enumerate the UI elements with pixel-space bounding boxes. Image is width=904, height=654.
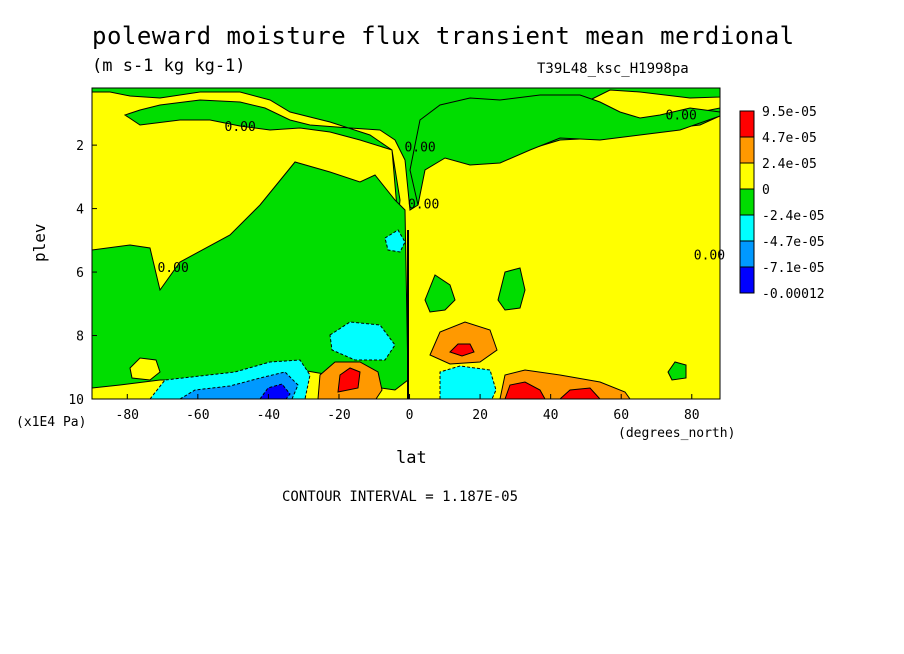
contour-interval: CONTOUR INTERVAL = 1.187E-05 — [282, 489, 519, 505]
x-tick-label: 80 — [684, 408, 700, 423]
chart-units: (m s-1 kg kg-1) — [92, 56, 246, 76]
x-tick-label: -80 — [116, 408, 139, 423]
region-orange-north-mid — [429, 321, 498, 365]
chart-title: poleward moisture flux transient mean me… — [92, 22, 795, 50]
y-axis-unit: (x1E4 Pa) — [16, 415, 87, 430]
region-cyan-eq-aloft — [384, 229, 406, 253]
colorbar-label: -2.4e-05 — [762, 209, 825, 224]
colorbar-label: 2.4e-05 — [762, 157, 817, 172]
y-tick-label: 8 — [76, 330, 84, 345]
region-deepblue-south-low — [259, 383, 291, 399]
contour-label: 0.00 — [408, 198, 439, 213]
colorbar-label: -4.7e-05 — [762, 235, 825, 250]
x-tick-label: 0 — [406, 408, 414, 423]
region-red-north-mid — [449, 343, 475, 357]
axis-ticks: -80 -60 -40 -20 0 20 40 60 80 2 4 6 8 10 — [68, 139, 699, 423]
colorbar-swatch — [739, 162, 755, 190]
y-tick-label: 10 — [68, 393, 84, 408]
colorbar-label: -7.1e-05 — [762, 261, 825, 276]
x-tick-label: 40 — [543, 408, 559, 423]
plot-frame — [91, 87, 721, 400]
contour-label: 0.00 — [404, 140, 435, 155]
contour-fill-layer — [92, 88, 720, 399]
region-red-south-low — [337, 367, 361, 393]
contour-labels: 0.00 0.00 0.00 0.00 0.00 0.00 — [157, 109, 725, 276]
y-tick-label: 4 — [76, 203, 84, 218]
x-axis-unit: (degrees_north) — [618, 426, 736, 441]
colorbar-swatch — [739, 214, 755, 242]
region-yellow-island-south — [129, 357, 161, 381]
colorbar-label: -0.00012 — [762, 287, 825, 302]
contour-label: 0.00 — [225, 120, 256, 135]
contour-label: 0.00 — [666, 109, 697, 124]
colorbar-swatch — [739, 188, 755, 216]
region-cyan-south-mid — [329, 321, 396, 361]
region-cyan-north-low — [439, 365, 497, 399]
colorbar-swatch — [739, 240, 755, 268]
x-tick-label: -40 — [257, 408, 280, 423]
x-axis-label: lat — [396, 448, 427, 468]
region-red-north-low — [504, 381, 546, 399]
x-tick-label: 20 — [472, 408, 488, 423]
contour-label: 0.00 — [694, 248, 725, 263]
contour-label: 0.00 — [157, 261, 188, 276]
y-tick-label: 2 — [76, 139, 84, 154]
run-label: T39L48_ksc_H1998pa — [537, 61, 689, 77]
colorbar-swatch — [739, 266, 755, 294]
colorbar-label: 4.7e-05 — [762, 131, 817, 146]
y-tick-label: 6 — [76, 266, 84, 281]
colorbar: 9.5e-05 4.7e-05 2.4e-05 0 -2.4e-05 -4.7e-05 -7… — [739, 105, 825, 302]
colorbar-swatch — [739, 136, 755, 164]
colorbar-swatch — [739, 110, 755, 138]
region-red-north-low-2 — [559, 387, 601, 399]
region-green-north-spot — [667, 361, 687, 381]
colorbar-label: 9.5e-05 — [762, 105, 817, 120]
region-green-north-lobe — [497, 267, 526, 311]
region-green-northeq-low — [424, 274, 456, 313]
x-tick-label: -20 — [327, 408, 350, 423]
region-green-north-aloft — [409, 94, 720, 206]
colorbar-label: 0 — [762, 183, 770, 198]
x-tick-label: -60 — [186, 408, 209, 423]
x-tick-label: 60 — [613, 408, 629, 423]
